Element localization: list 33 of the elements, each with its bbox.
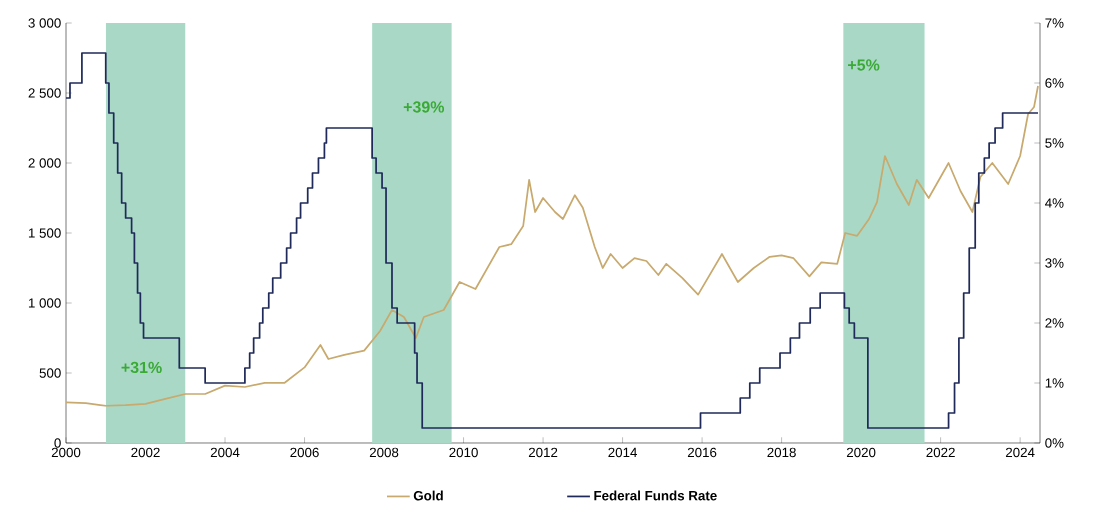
x-tick-label: 2012 xyxy=(528,447,558,458)
y2-tick-label: 0% xyxy=(1045,438,1064,448)
x-tick-label: 2018 xyxy=(767,447,796,458)
x-tick-label: 2004 xyxy=(210,447,240,458)
y-tick-label: 2 500 xyxy=(28,88,61,98)
y-tick-label: 0 xyxy=(54,438,61,448)
annotation: +31% xyxy=(121,361,162,374)
y2-tick-label: 3% xyxy=(1045,258,1064,268)
annotation: +39% xyxy=(403,101,445,113)
annotation: +5% xyxy=(848,59,880,71)
y-tick-label: 1 500 xyxy=(28,228,61,238)
x-tick-label: 2024 xyxy=(1005,447,1035,458)
y2-tick-label: 4% xyxy=(1045,198,1064,208)
y-tick-label: 2 000 xyxy=(28,158,61,168)
legend-label: Federal Funds Rate xyxy=(594,490,717,501)
x-tick-label: 2010 xyxy=(449,447,478,458)
y2-tick-label: 5% xyxy=(1045,138,1064,148)
x-tick-label: 2020 xyxy=(846,447,876,458)
y2-tick-label: 2% xyxy=(1045,318,1064,328)
x-tick-label: 2002 xyxy=(131,447,160,458)
x-tick-label: 2016 xyxy=(687,447,717,458)
y-tick-label: 3 000 xyxy=(28,18,61,28)
x-tick-label: 2008 xyxy=(369,447,399,458)
y2-tick-label: 1% xyxy=(1045,378,1064,388)
x-tick-label: 2014 xyxy=(608,447,638,458)
x-tick-label: 2000 xyxy=(51,447,81,458)
y2-tick-label: 6% xyxy=(1045,78,1064,88)
x-tick-label: 2022 xyxy=(926,447,955,458)
y-tick-label: 1 000 xyxy=(28,298,61,308)
x-tick-label: 2006 xyxy=(290,447,319,458)
y2-tick-label: 7% xyxy=(1045,18,1064,28)
legend-label: Gold xyxy=(413,490,443,501)
y-tick-label: 500 xyxy=(39,368,61,378)
